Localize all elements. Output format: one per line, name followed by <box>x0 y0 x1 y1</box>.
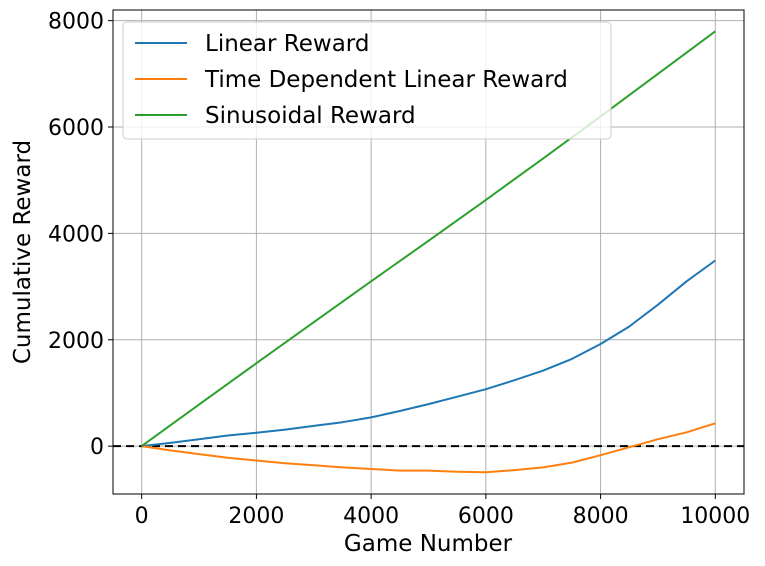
legend: Linear Reward Time Dependent Linear Rewar… <box>122 21 612 140</box>
series-line-0 <box>141 259 716 448</box>
x-tick-label: 6000 <box>458 504 514 529</box>
axis-ticks: 0 2000 4000 6000 8000 10000 0 2000 4000 6000 8000 <box>48 10 750 529</box>
legend-label-1: Time Dependent Linear Reward <box>204 67 568 93</box>
x-tick-label: 8000 <box>573 504 629 529</box>
x-tick-label: 4000 <box>343 504 399 529</box>
series-line-1 <box>141 422 716 474</box>
y-tick-label: 2000 <box>48 329 104 354</box>
series-lines <box>141 30 716 474</box>
legend-box <box>122 21 612 140</box>
x-tick-label: 10000 <box>680 504 750 529</box>
x-tick-label: 0 <box>135 504 149 529</box>
legend-label-2: Sinusoidal Reward <box>205 103 416 129</box>
x-axis-label: Game Number <box>344 531 513 557</box>
y-tick-label: 0 <box>90 435 104 460</box>
series-line-2 <box>141 30 716 447</box>
y-tick-label: 8000 <box>48 10 104 35</box>
y-tick-label: 6000 <box>48 116 104 141</box>
y-tick-label: 4000 <box>48 222 104 247</box>
x-tick-label: 2000 <box>228 504 284 529</box>
legend-label-0: Linear Reward <box>205 31 369 57</box>
y-axis-label: Cumulative Reward <box>10 140 36 364</box>
plot-frame <box>112 9 745 495</box>
